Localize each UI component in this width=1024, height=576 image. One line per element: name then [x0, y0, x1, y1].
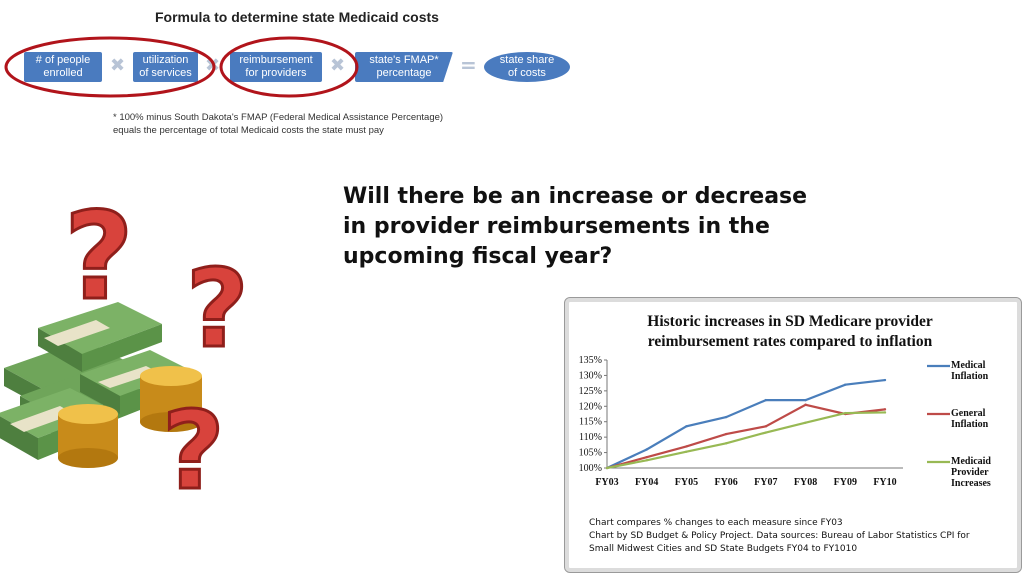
formula-box-enrolled: # of people enrolled	[24, 52, 102, 82]
data-point	[764, 398, 768, 402]
question-mark-icon: ?	[161, 388, 227, 509]
data-point	[804, 421, 807, 424]
data-point	[645, 456, 648, 459]
chart-notes: Chart compares % changes to each measure…	[589, 518, 970, 554]
formula-box-reimbursement: reimbursement for providers	[230, 52, 322, 82]
svg-text:?: ?	[162, 389, 225, 508]
svg-text:?: ?	[186, 247, 249, 372]
data-point	[724, 442, 728, 445]
data-point	[724, 432, 728, 436]
formula-title: Formula to determine state Medicaid cost…	[155, 9, 439, 25]
y-tick-label: 105%	[579, 448, 602, 459]
question-heading: Will there be an increase or decrease in…	[343, 184, 808, 269]
legend-item-general-inflation: General Inflation	[951, 408, 989, 430]
data-point	[685, 450, 688, 453]
question-mark-icon: ?	[63, 187, 136, 329]
highlight-circle-right	[219, 36, 359, 98]
formula-box-state-share: state share of costs	[484, 52, 570, 82]
data-point	[804, 398, 807, 402]
money-illustration: ? ? ?	[0, 187, 251, 509]
x-tick-label: FY04	[635, 477, 658, 488]
data-point	[844, 411, 847, 415]
y-tick-label: 120%	[579, 401, 602, 412]
data-point	[883, 378, 887, 382]
y-tick-label: 135%	[579, 355, 602, 366]
series-line-2	[606, 411, 886, 470]
x-tick-label: FY05	[675, 477, 698, 488]
x-tick-label: FY07	[754, 477, 777, 488]
data-point	[764, 425, 768, 428]
data-point	[764, 431, 768, 434]
data-point	[645, 459, 648, 462]
x-tick-label: FY09	[834, 477, 857, 488]
legend-item-medical-inflation: Medical Inflation	[951, 360, 989, 382]
data-point	[685, 425, 688, 428]
y-tick-label: 115%	[579, 417, 602, 428]
data-point	[844, 383, 847, 386]
data-point	[883, 411, 887, 414]
x-tick-label: FY06	[714, 477, 737, 488]
data-point	[605, 466, 609, 470]
multiply-icon: ✖	[110, 55, 126, 76]
formula-box-fmap: state's FMAP* percentage	[355, 52, 453, 82]
chart-title: Historic increases in SD Medicare provid…	[647, 313, 933, 350]
data-point	[883, 408, 887, 411]
data-point	[804, 403, 807, 406]
chart-frame: Historic increases in SD Medicare provid…	[564, 297, 1022, 573]
x-tick-label: FY03	[595, 477, 618, 488]
legend-item-medicaid-provider: Medicaid Provider Increases	[951, 456, 991, 489]
highlight-circle-left	[4, 36, 216, 98]
question-mark-icon: ?	[185, 246, 251, 374]
x-tick-label: FY08	[794, 477, 817, 488]
y-tick-label: 130%	[579, 370, 602, 381]
y-tick-label: 110%	[579, 432, 602, 443]
line-chart: 100% 105% 110% 115% 120% 125% 130% 135% FY03 FY04…	[579, 355, 950, 488]
equals-icon: =	[460, 53, 477, 77]
footnote: * 100% minus South Dakota's FMAP (Federa…	[113, 112, 444, 136]
x-tick-label: FY10	[873, 477, 896, 488]
svg-text:?: ?	[64, 188, 134, 327]
y-tick-label: 125%	[579, 386, 602, 397]
highlight-circles	[4, 36, 359, 98]
formula-box-utilization: utilization of services	[133, 52, 198, 82]
y-tick-label: 100%	[579, 463, 602, 474]
data-point	[724, 415, 728, 419]
data-point	[645, 448, 648, 451]
data-point	[685, 445, 688, 448]
series-line-0	[606, 378, 886, 469]
multiply-icon: ✖	[330, 55, 346, 76]
series-line-1	[606, 403, 886, 470]
coin-stack-icon	[58, 366, 202, 468]
